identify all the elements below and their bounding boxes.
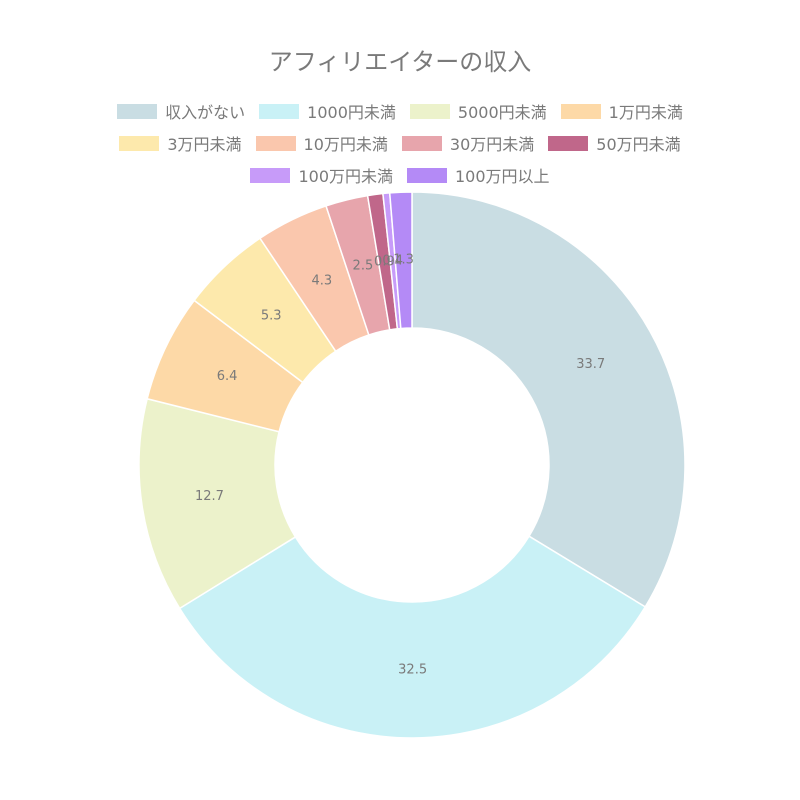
legend-swatch bbox=[409, 103, 450, 119]
legend-swatch bbox=[117, 103, 158, 119]
slice-label-5: 4.3 bbox=[311, 273, 332, 288]
legend-item[interactable]: 100万円以上 bbox=[407, 163, 550, 187]
legend-label: 100万円以上 bbox=[455, 167, 550, 186]
legend-item[interactable]: 1000円未満 bbox=[259, 99, 396, 123]
legend-item[interactable]: 100万円未満 bbox=[250, 163, 393, 187]
legend-swatch bbox=[401, 135, 442, 151]
slice-label-6: 2.5 bbox=[353, 258, 374, 273]
legend-row: 100万円未満 100万円以上 bbox=[60, 159, 740, 191]
legend-swatch bbox=[548, 135, 589, 151]
legend-item[interactable]: 30万円未満 bbox=[401, 131, 535, 155]
legend-row: 3万円未満 10万円未満 30万円未満 50万円未満 bbox=[60, 127, 740, 159]
legend-item[interactable]: 3万円未満 bbox=[119, 131, 242, 155]
slice-label-7: 0.9 bbox=[374, 254, 395, 269]
legend-item[interactable]: 1万円未満 bbox=[560, 99, 683, 123]
legend-swatch bbox=[259, 103, 300, 119]
slice-9[interactable] bbox=[388, 191, 413, 330]
legend-label: 100万円未満 bbox=[298, 167, 393, 186]
legend-row: 収入がない 1000円未満 5000円未満 1万円未満 bbox=[60, 95, 740, 127]
legend-swatch bbox=[560, 103, 601, 119]
legend-swatch bbox=[119, 135, 160, 151]
legend-label: 5000円未満 bbox=[457, 103, 547, 122]
legend-swatch bbox=[250, 167, 291, 183]
slice-label-9: 1.3 bbox=[393, 253, 414, 268]
slice-label-4: 5.3 bbox=[261, 309, 282, 324]
legend-label: 1000円未満 bbox=[307, 103, 396, 122]
legend-label: 30万円未満 bbox=[449, 135, 535, 154]
slice-label-8: 0.4 bbox=[382, 253, 403, 268]
legend: 収入がない 1000円未満 5000円未満 1万円未満 3万円未満 10万円未満… bbox=[60, 95, 740, 191]
slice-label-3: 6.4 bbox=[217, 369, 238, 384]
slice-label-0: 33.7 bbox=[576, 357, 605, 372]
legend-item[interactable]: 5000円未満 bbox=[409, 99, 547, 123]
legend-item[interactable]: 収入がない bbox=[117, 99, 245, 123]
chart-title: アフィリエイターの収入 bbox=[268, 48, 532, 76]
slice-0[interactable] bbox=[411, 191, 686, 608]
slice-label-2: 12.7 bbox=[195, 489, 224, 504]
legend-item[interactable]: 10万円未満 bbox=[255, 131, 388, 155]
legend-label: 3万円未満 bbox=[167, 135, 242, 154]
legend-label: 10万円未満 bbox=[303, 135, 388, 154]
legend-label: 50万円未満 bbox=[596, 135, 681, 154]
slice-label-1: 32.5 bbox=[398, 662, 427, 677]
legend-item[interactable]: 50万円未満 bbox=[548, 131, 681, 155]
legend-label: 1万円未満 bbox=[608, 103, 683, 122]
legend-label: 収入がない bbox=[165, 103, 246, 122]
legend-swatch bbox=[255, 135, 296, 151]
legend-swatch bbox=[407, 167, 447, 183]
slice-1[interactable] bbox=[178, 535, 647, 739]
